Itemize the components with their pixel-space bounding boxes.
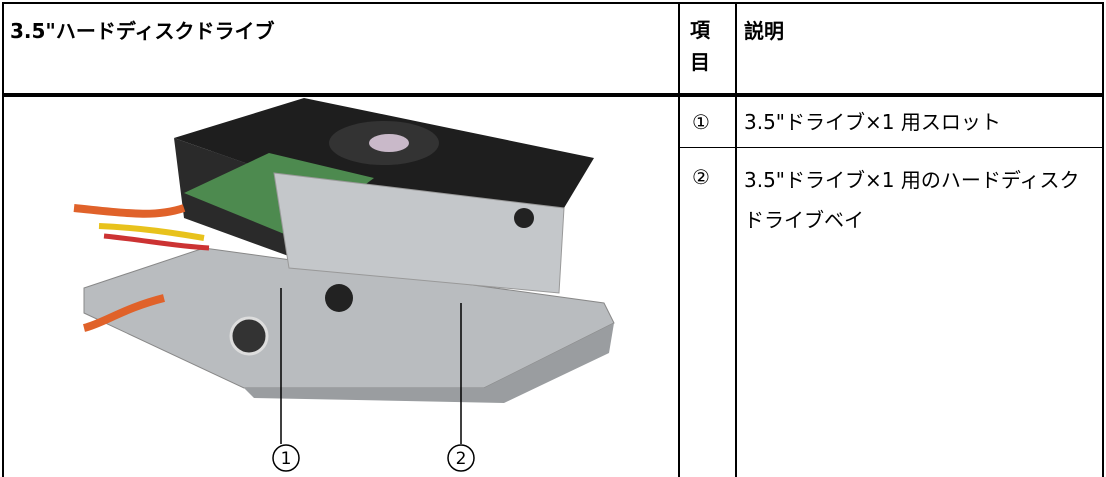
header-rule xyxy=(2,93,1104,97)
callout-label: 1 xyxy=(281,449,292,469)
header-item: 項目 xyxy=(690,18,710,74)
callout-label: 2 xyxy=(456,449,467,469)
bay-wall xyxy=(273,172,565,294)
grommet xyxy=(229,316,269,356)
spindle-hub xyxy=(369,134,409,152)
header-title: 3.5"ハードディスクドライブ xyxy=(10,19,275,43)
screw xyxy=(514,208,534,228)
drive-illustration: 1 2 xyxy=(73,98,615,472)
column-rule xyxy=(678,2,680,477)
table-border xyxy=(2,2,4,477)
cable xyxy=(103,233,210,251)
tray-side xyxy=(244,323,614,403)
header-description: 説明 xyxy=(744,19,784,43)
callout-circle xyxy=(447,444,475,472)
cable xyxy=(73,204,186,218)
row-description: 3.5"ドライブ×1 用スロット xyxy=(744,110,1001,134)
row-item: ② xyxy=(692,165,710,189)
row-description: 3.5"ドライブ×1 用のハードディスクドライブベイ xyxy=(744,168,1080,232)
table-border xyxy=(2,2,1104,4)
table-border xyxy=(1102,2,1104,477)
column-rule xyxy=(735,2,737,477)
cable xyxy=(82,294,165,332)
cable xyxy=(98,223,205,241)
row-rule xyxy=(678,147,1104,148)
screw xyxy=(325,284,353,312)
callout-circle xyxy=(272,444,300,472)
row-item: ① xyxy=(692,110,710,134)
